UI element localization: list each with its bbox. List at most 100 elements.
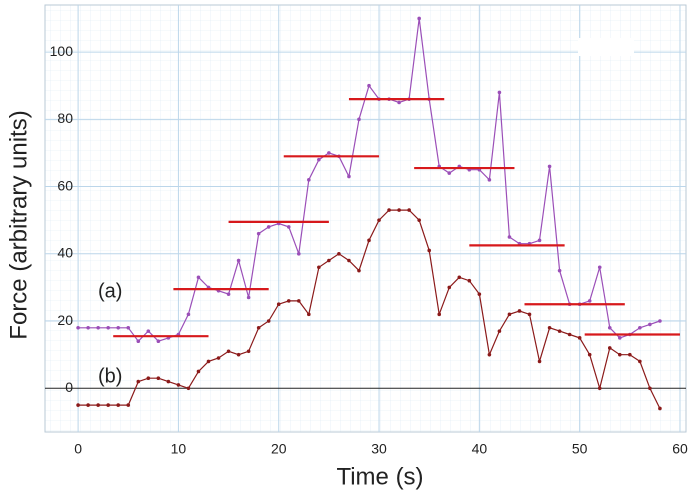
blank-box: [578, 38, 634, 56]
data-point: [377, 218, 381, 222]
x-tick-label: 60: [672, 441, 688, 457]
data-point: [186, 386, 191, 391]
data-point: [648, 386, 652, 391]
data-point: [307, 312, 311, 317]
data-point: [437, 312, 442, 317]
data-point: [467, 278, 472, 283]
data-point: [327, 258, 331, 263]
data-point: [196, 369, 201, 374]
data-point: [76, 325, 80, 330]
data-point: [507, 312, 512, 317]
data-point: [226, 292, 231, 296]
x-tick-label: 0: [74, 441, 82, 457]
data-point: [136, 379, 141, 384]
data-point: [276, 302, 281, 307]
data-point: [648, 322, 652, 327]
data-point: [417, 218, 421, 222]
data-point: [176, 383, 181, 387]
data-point: [266, 319, 271, 323]
data-point: [196, 275, 201, 280]
data-point: [136, 339, 141, 344]
data-point: [397, 208, 401, 212]
data-point: [106, 325, 110, 330]
data-point: [447, 285, 452, 290]
data-point: [507, 235, 512, 239]
y-tick-label: 40: [57, 245, 73, 261]
data-point: [487, 178, 492, 182]
data-point: [296, 252, 301, 256]
data-point: [116, 325, 121, 330]
data-point: [166, 379, 171, 384]
data-point: [146, 329, 151, 333]
data-point: [256, 231, 261, 236]
data-point: [96, 325, 100, 330]
data-point: [216, 356, 221, 360]
data-point: [286, 299, 291, 303]
x-tick-label: 50: [572, 441, 588, 457]
data-point: [86, 403, 90, 407]
data-point: [658, 406, 662, 411]
data-point: [296, 299, 301, 303]
data-point: [547, 325, 552, 330]
data-point: [387, 208, 391, 212]
data-point: [367, 83, 371, 88]
data-point: [266, 225, 271, 229]
data-point: [407, 208, 411, 212]
data-point: [577, 336, 582, 340]
x-tick-label: 20: [271, 441, 287, 457]
data-point: [317, 265, 321, 270]
data-point: [587, 352, 592, 357]
y-tick-label: 100: [50, 43, 74, 59]
data-point: [156, 376, 161, 381]
data-point: [447, 171, 452, 175]
plot-area: [44, 4, 687, 433]
data-point: [236, 258, 241, 263]
data-point: [156, 339, 161, 344]
data-point: [547, 164, 552, 169]
data-point: [557, 329, 562, 333]
data-point: [236, 352, 241, 357]
data-point: [487, 352, 492, 357]
x-tick-label: 30: [371, 441, 387, 457]
y-tick-label: 0: [65, 379, 73, 395]
data-point: [477, 292, 482, 296]
y-tick-label: 20: [57, 312, 73, 328]
data-point: [226, 349, 231, 354]
data-point: [527, 312, 532, 317]
data-point: [497, 329, 502, 333]
data-point: [206, 359, 211, 364]
data-point: [427, 248, 431, 253]
data-point: [106, 403, 110, 407]
data-point: [638, 325, 642, 330]
y-tick-label: 80: [57, 110, 73, 126]
data-point: [417, 16, 421, 21]
data-point: [317, 157, 321, 162]
data-point: [397, 100, 401, 105]
annotation: (a): [98, 280, 122, 302]
data-point: [457, 275, 462, 280]
data-point: [337, 252, 341, 256]
data-point: [256, 325, 261, 330]
data-point: [628, 352, 632, 357]
data-point: [597, 265, 602, 270]
data-point: [617, 352, 622, 357]
data-point: [246, 349, 251, 354]
data-point: [116, 403, 121, 407]
annotation: (b): [98, 365, 122, 387]
data-point: [587, 299, 592, 303]
x-axis-title: Time (s): [336, 463, 423, 490]
data-point: [76, 403, 80, 407]
data-point: [638, 359, 642, 364]
data-point: [617, 336, 622, 340]
data-point: [126, 325, 131, 330]
data-point: [86, 325, 90, 330]
data-point: [126, 403, 131, 407]
data-point: [607, 346, 612, 350]
data-point: [607, 325, 612, 330]
data-point: [146, 376, 151, 381]
data-point: [286, 225, 291, 229]
data-point: [357, 268, 361, 273]
data-point: [367, 238, 371, 243]
data-point: [557, 268, 562, 273]
